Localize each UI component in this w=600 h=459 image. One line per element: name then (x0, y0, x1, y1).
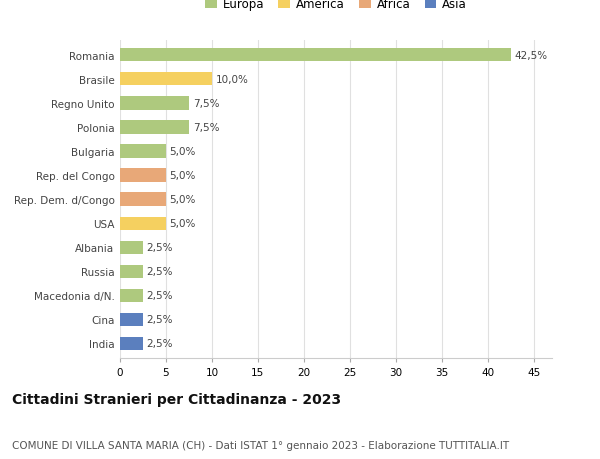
Bar (120, 193, 166, 206)
Text: 42,5%: 42,5% (514, 50, 547, 61)
Bar (120, 145, 166, 158)
Text: 2,5%: 2,5% (146, 267, 173, 277)
Bar (120, 121, 189, 134)
Legend: Europa, America, Africa, Asia: Europa, America, Africa, Asia (205, 0, 467, 11)
Bar (120, 217, 166, 230)
Text: 10,0%: 10,0% (215, 75, 248, 85)
Bar (120, 265, 143, 278)
Text: 2,5%: 2,5% (146, 243, 173, 252)
Bar (120, 97, 189, 110)
Text: 5,0%: 5,0% (170, 218, 196, 229)
Bar (120, 73, 212, 86)
Text: 7,5%: 7,5% (193, 123, 219, 133)
Bar (120, 241, 143, 254)
Text: COMUNE DI VILLA SANTA MARIA (CH) - Dati ISTAT 1° gennaio 2023 - Elaborazione TUT: COMUNE DI VILLA SANTA MARIA (CH) - Dati … (12, 440, 509, 450)
Text: 5,0%: 5,0% (170, 147, 196, 157)
Text: 2,5%: 2,5% (146, 339, 173, 349)
Bar (120, 169, 166, 182)
Text: 7,5%: 7,5% (193, 99, 219, 109)
Bar (120, 49, 511, 62)
Text: 5,0%: 5,0% (170, 171, 196, 181)
Bar (120, 289, 143, 302)
Text: Cittadini Stranieri per Cittadinanza - 2023: Cittadini Stranieri per Cittadinanza - 2… (12, 392, 341, 406)
Bar (120, 337, 143, 350)
Bar (120, 313, 143, 326)
Text: 5,0%: 5,0% (170, 195, 196, 205)
Text: 2,5%: 2,5% (146, 291, 173, 301)
Text: 2,5%: 2,5% (146, 314, 173, 325)
